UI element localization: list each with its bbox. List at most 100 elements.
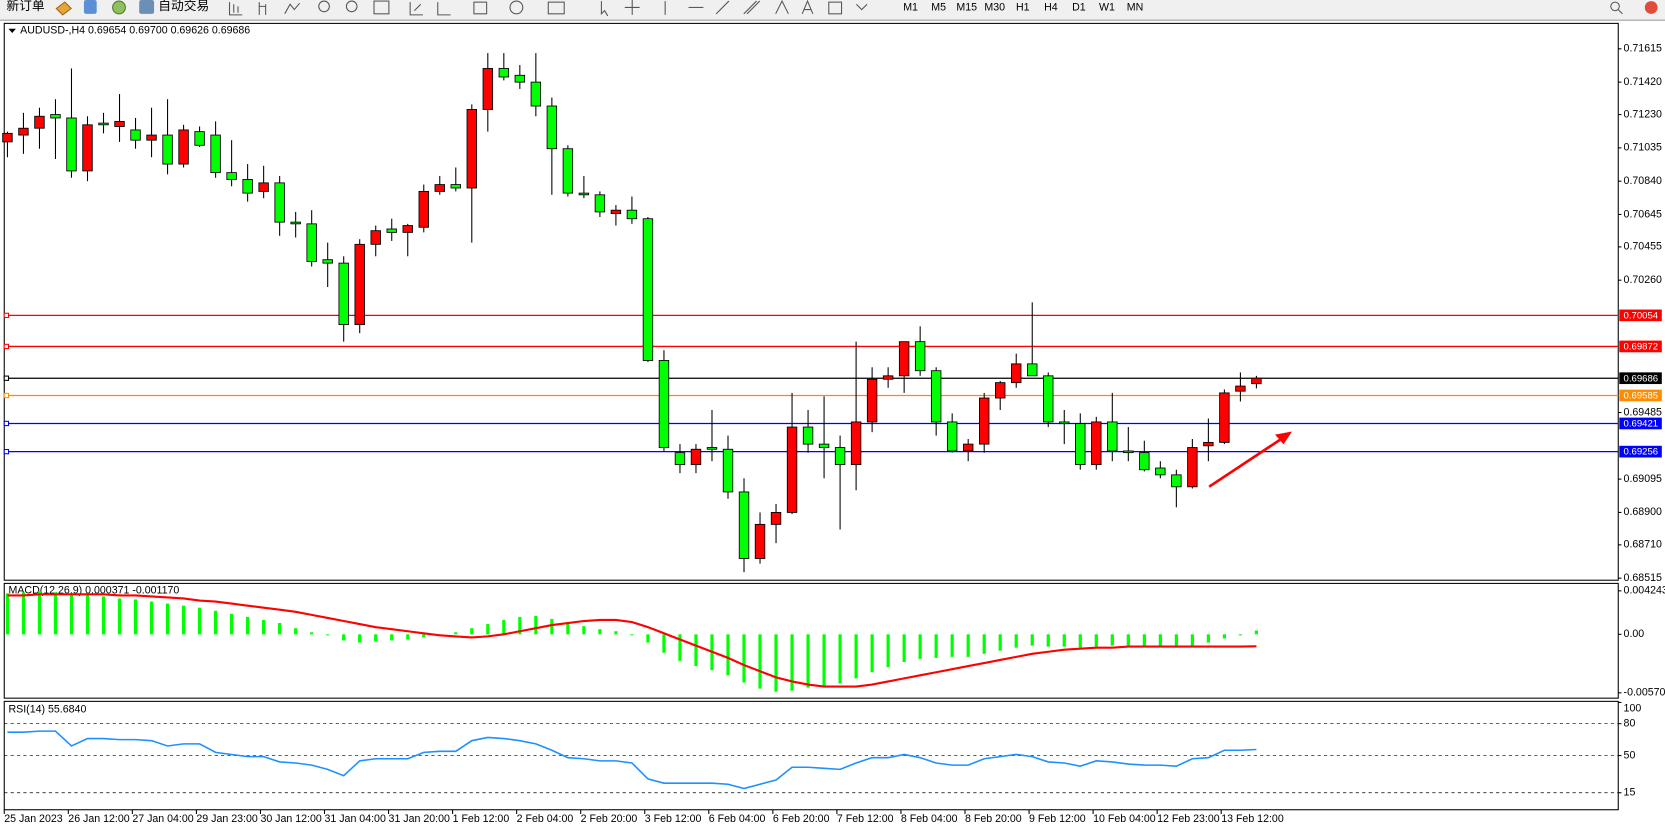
macd-bar — [69, 593, 74, 635]
candle-body — [114, 120, 125, 127]
x-tick-label: 1 Feb 12:00 — [453, 813, 510, 825]
candle-body — [978, 397, 990, 445]
candle-body — [418, 190, 429, 228]
x-tick-label: 2 Feb 20:00 — [581, 813, 638, 825]
candle-body — [882, 375, 894, 380]
line-handle — [3, 392, 10, 399]
price-label-bg — [1619, 340, 1662, 353]
timeframe-button[interactable]: D1 — [1072, 1, 1086, 13]
notification-icon[interactable] — [1644, 1, 1658, 14]
price-label: 0.69872 — [1624, 342, 1659, 353]
macd-bar — [1078, 634, 1082, 648]
candle-body — [162, 134, 173, 165]
y-tick-label: 0.68900 — [1624, 506, 1662, 518]
timeframe-button[interactable]: H1 — [1016, 1, 1030, 13]
candle-body — [450, 184, 461, 189]
y-tick-label: 50 — [1624, 749, 1636, 761]
macd-bar — [502, 619, 506, 635]
macd-bar — [694, 634, 698, 667]
macd-bar — [534, 615, 538, 635]
candle-body — [482, 68, 494, 110]
candle-body — [1219, 392, 1230, 443]
macd-bar — [1094, 634, 1098, 647]
price-label-bg — [1619, 372, 1662, 385]
candle-body — [2, 132, 13, 143]
auto-trading-icon[interactable] — [139, 0, 155, 14]
macd-bar — [101, 596, 106, 635]
timeframe-button[interactable]: M5 — [931, 1, 946, 13]
y-tick-label: 0.68515 — [1624, 572, 1662, 584]
timeframe-button[interactable]: H4 — [1044, 1, 1058, 13]
rsi-line — [7, 730, 1257, 790]
macd-bar — [550, 618, 554, 635]
macd-bar — [918, 634, 922, 659]
auto-trading-button[interactable]: 自动交易 — [158, 0, 209, 13]
y-tick-label: 15 — [1624, 787, 1636, 799]
candle-body — [578, 192, 590, 196]
candle-body — [1235, 385, 1246, 392]
macd-bar — [454, 632, 458, 635]
candle-body — [818, 443, 830, 448]
y-tick-label: 0.68710 — [1624, 539, 1662, 551]
candle-body — [962, 443, 974, 452]
candle-body — [1187, 447, 1198, 488]
menu-arrow[interactable] — [8, 28, 16, 33]
macd-bar — [470, 628, 474, 635]
timeframe-button[interactable]: M15 — [956, 1, 977, 13]
macd-bar — [374, 634, 378, 642]
timeframe-button[interactable]: MN — [1127, 1, 1143, 13]
y-tick-label: -0.005709 — [1624, 687, 1665, 699]
candle-body — [850, 421, 862, 466]
candle-body — [1251, 377, 1262, 385]
icon[interactable] — [55, 1, 72, 16]
tool-icons[interactable] — [228, 0, 1623, 17]
candle-body — [930, 370, 942, 423]
new-order-button[interactable]: 新订单 — [6, 0, 44, 13]
x-tick-label: 2 Feb 04:00 — [517, 813, 574, 825]
macd-bar — [790, 634, 794, 691]
macd-bar — [310, 632, 314, 635]
candle-body — [658, 360, 670, 448]
candle-body — [770, 511, 782, 525]
candle-body — [594, 194, 606, 213]
candle-body — [995, 382, 1006, 399]
x-tick-label: 25 Jan 2023 — [4, 813, 62, 825]
x-tick-label: 7 Feb 12:00 — [837, 813, 894, 825]
candle-body — [242, 179, 253, 194]
candle-body — [402, 225, 413, 233]
y-tick-label: 0.71230 — [1624, 108, 1662, 120]
candle-body — [498, 68, 510, 78]
panel-frame — [3, 582, 1619, 699]
macd-bar — [518, 616, 522, 635]
macd-bar — [1174, 634, 1178, 648]
candle-body — [626, 209, 638, 220]
macd-bar — [1014, 634, 1018, 648]
macd-bar — [966, 634, 970, 657]
x-tick-label: 30 Jan 12:00 — [260, 813, 321, 825]
y-tick-label: 0.004243 — [1624, 585, 1665, 597]
candle-body — [1155, 467, 1166, 476]
macd-bar — [646, 634, 650, 643]
icon[interactable] — [83, 0, 97, 14]
macd-bar — [870, 634, 874, 673]
x-tick-label: 8 Feb 20:00 — [965, 813, 1022, 825]
signal-line — [7, 593, 1257, 688]
candle-body — [562, 148, 574, 194]
candle-body — [18, 127, 29, 136]
line-handle — [3, 448, 10, 455]
timeframe-button[interactable]: M1 — [903, 1, 918, 13]
x-tick-label: 31 Jan 20:00 — [389, 813, 450, 825]
timeframe-button[interactable]: M30 — [984, 1, 1005, 13]
y-tick-label: 100 — [1624, 703, 1642, 715]
macd-bar — [742, 634, 746, 683]
timeframe-button[interactable]: W1 — [1099, 1, 1115, 13]
icon[interactable] — [112, 0, 126, 15]
macd-bar — [406, 634, 410, 640]
macd-bar — [1046, 634, 1050, 647]
candle-body — [690, 448, 702, 466]
candle-body — [1059, 421, 1070, 425]
toolbar: 新订单 自动交易 M1 M5 M15 M30 H1 H4 D1 W1 MN — [0, 0, 1665, 28]
candle-body — [98, 122, 109, 126]
annotation-arrow — [1208, 437, 1283, 488]
